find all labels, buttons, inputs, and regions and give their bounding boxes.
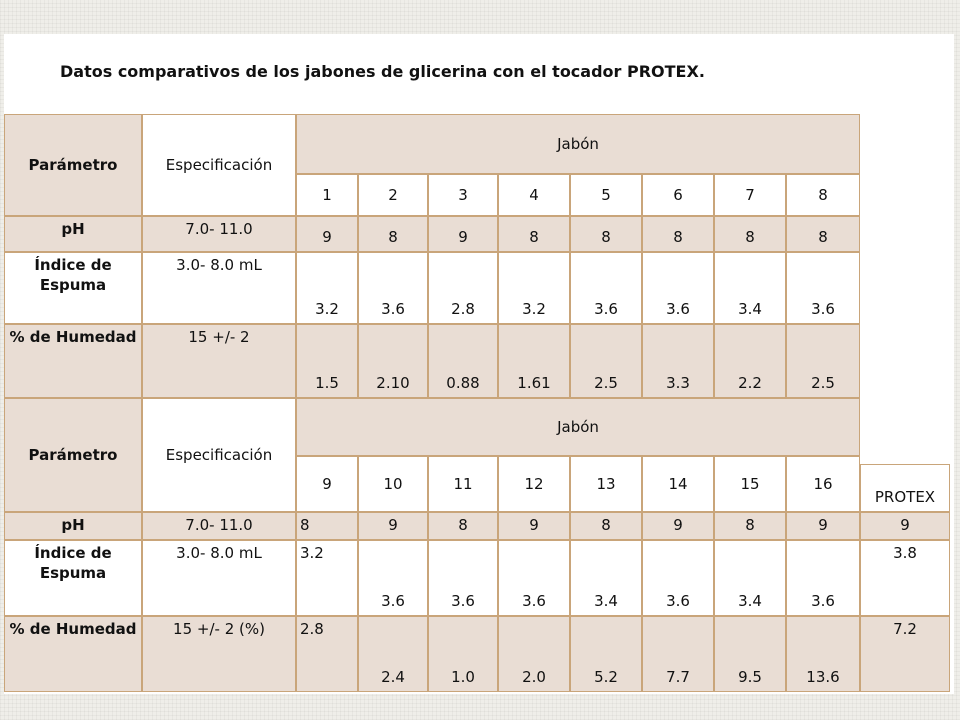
soap-number: 7 — [714, 174, 786, 216]
row-value: 3.6 — [358, 540, 428, 616]
row-value: 9 — [428, 216, 498, 252]
row-value: 8 — [570, 512, 642, 540]
row-value: 3.6 — [786, 540, 860, 616]
row-value: 3.4 — [714, 252, 786, 324]
row-value: 8 — [498, 216, 570, 252]
row-value: 3.6 — [786, 252, 860, 324]
row-value: 1.61 — [498, 324, 570, 398]
row-value: 8 — [296, 512, 358, 540]
row-especificacion: 15 +/- 2 — [142, 324, 296, 398]
row-protex: 3.8 — [860, 540, 950, 616]
row-especificacion: 3.0- 8.0 mL — [142, 252, 296, 324]
row-value: 9 — [642, 512, 714, 540]
header-parametro: Parámetro — [4, 114, 142, 216]
row-value: 2.5 — [570, 324, 642, 398]
row-value: 8 — [570, 216, 642, 252]
row-value: 8 — [358, 216, 428, 252]
row-value: 2.10 — [358, 324, 428, 398]
soap-number: 3 — [428, 174, 498, 216]
header-especificacion: Especificación — [142, 398, 296, 512]
row-protex: 7.2 — [860, 616, 950, 692]
row-value: 5.2 — [570, 616, 642, 692]
soap-number: 16 — [786, 456, 860, 512]
soap-number: 1 — [296, 174, 358, 216]
row-value: 8 — [642, 216, 714, 252]
row-especificacion: 3.0- 8.0 mL — [142, 540, 296, 616]
row-value: 3.4 — [570, 540, 642, 616]
row-parametro: Índice de Espuma — [4, 540, 142, 616]
row-value: 9 — [786, 512, 860, 540]
row-value: 2.8 — [296, 616, 358, 692]
soap-number: 5 — [570, 174, 642, 216]
row-especificacion: 7.0- 11.0 — [142, 216, 296, 252]
row-parametro: % de Humedad — [4, 616, 142, 692]
header-jabon: Jabón — [296, 398, 860, 456]
row-value: 3.6 — [428, 540, 498, 616]
row-value: 3.6 — [642, 252, 714, 324]
soap-number: 4 — [498, 174, 570, 216]
soap-number: 6 — [642, 174, 714, 216]
row-value: 3.4 — [714, 540, 786, 616]
page-title: Datos comparativos de los jabones de gli… — [60, 62, 705, 81]
row-value: 8 — [428, 512, 498, 540]
row-value: 2.4 — [358, 616, 428, 692]
header-protex: PROTEX — [860, 464, 950, 512]
row-value: 7.7 — [642, 616, 714, 692]
row-value: 13.6 — [786, 616, 860, 692]
row-value: 8 — [714, 216, 786, 252]
soap-number: 11 — [428, 456, 498, 512]
header-especificacion: Especificación — [142, 114, 296, 216]
soap-number: 15 — [714, 456, 786, 512]
soap-number: 13 — [570, 456, 642, 512]
row-especificacion: 7.0- 11.0 — [142, 512, 296, 540]
row-value: 2.5 — [786, 324, 860, 398]
row-value: 9 — [498, 512, 570, 540]
row-value: 9 — [296, 216, 358, 252]
soap-number: 9 — [296, 456, 358, 512]
row-value: 9.5 — [714, 616, 786, 692]
row-value: 9 — [358, 512, 428, 540]
row-especificacion: 15 +/- 2 (%) — [142, 616, 296, 692]
soap-number: 8 — [786, 174, 860, 216]
row-value: 3.2 — [296, 252, 358, 324]
row-parametro: Índice de Espuma — [4, 252, 142, 324]
row-parametro: pH — [4, 216, 142, 252]
row-value: 3.6 — [358, 252, 428, 324]
row-value: 3.3 — [642, 324, 714, 398]
soap-number: 12 — [498, 456, 570, 512]
row-value: 0.88 — [428, 324, 498, 398]
row-value: 3.6 — [642, 540, 714, 616]
soap-number: 2 — [358, 174, 428, 216]
row-value: 2.8 — [428, 252, 498, 324]
row-value: 8 — [786, 216, 860, 252]
row-value: 8 — [714, 512, 786, 540]
header-parametro: Parámetro — [4, 398, 142, 512]
row-value: 3.2 — [296, 540, 358, 616]
soap-number: 14 — [642, 456, 714, 512]
row-value: 2.2 — [714, 324, 786, 398]
row-protex: 9 — [860, 512, 950, 540]
row-value: 3.2 — [498, 252, 570, 324]
row-parametro: % de Humedad — [4, 324, 142, 398]
soap-number: 10 — [358, 456, 428, 512]
row-value: 3.6 — [570, 252, 642, 324]
header-jabon: Jabón — [296, 114, 860, 174]
row-parametro: pH — [4, 512, 142, 540]
row-value: 3.6 — [498, 540, 570, 616]
row-value: 1.5 — [296, 324, 358, 398]
row-value: 2.0 — [498, 616, 570, 692]
row-value: 1.0 — [428, 616, 498, 692]
